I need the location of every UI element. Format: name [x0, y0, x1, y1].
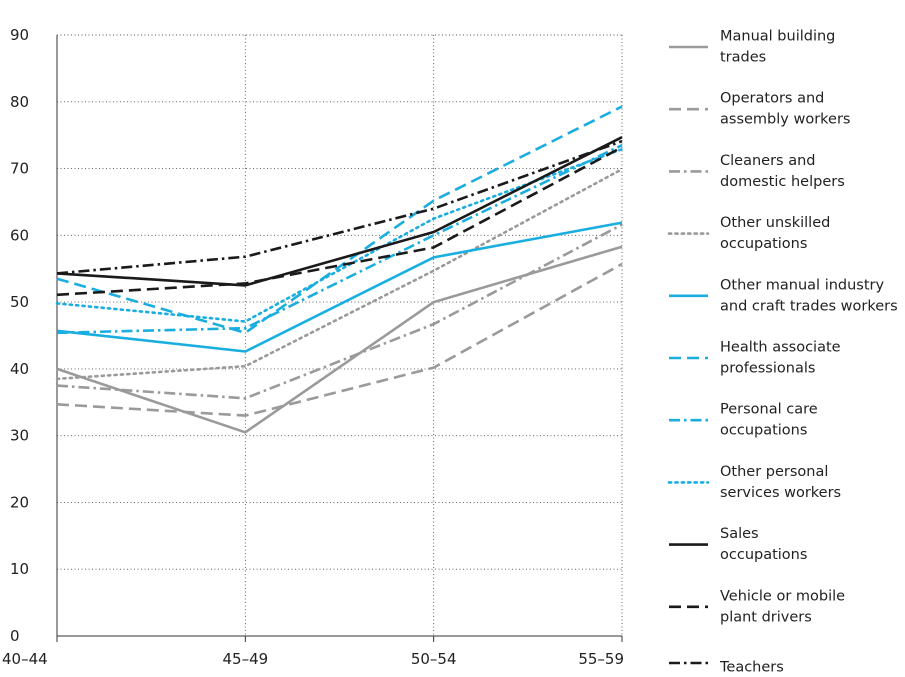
legend-label-line: Manual building [720, 29, 835, 45]
legend-label: Operators and assembly workers [720, 91, 850, 128]
legend-label-line: professionals [720, 361, 815, 377]
legend-label-line: Sales [720, 526, 759, 542]
legend-label-line: plant drivers [720, 609, 812, 625]
legend-item-3: Cleaners and domestic helpers [669, 153, 845, 190]
y-tick-label: 70 [10, 160, 29, 178]
x-tick-label: 45–49 [222, 650, 268, 668]
legend: Manual building trades Operators and assemb… [667, 29, 898, 676]
legend-item-8: Other personal services workers [667, 464, 841, 501]
series-line-2 [56, 262, 623, 417]
x-tick-label: 55–59 [578, 650, 624, 668]
legend-item-6: Health associate professionals [669, 340, 841, 377]
legend-label: Sales occupations [720, 526, 807, 563]
series-line-7 [56, 144, 623, 335]
legend-label: Health associate professionals [720, 340, 841, 377]
y-tick-label: 30 [10, 427, 29, 445]
legend-item-7: Personal care occupations [669, 402, 818, 439]
legend-label-line: Vehicle or mobile [720, 588, 845, 604]
legend-label-line: Health associate [720, 340, 841, 356]
legend-label-line: Operators and [720, 91, 824, 107]
legend-label-line: domestic helpers [720, 174, 845, 190]
series-line-9 [56, 136, 623, 287]
legend-item-9: Sales occupations [669, 526, 807, 563]
series-line-10 [56, 146, 623, 297]
series-line-8 [55, 147, 624, 323]
legend-label-line: Other unskilled [720, 215, 830, 231]
y-tick-label: 90 [10, 26, 29, 44]
series-line-6 [56, 105, 623, 335]
legend-label: Personal care occupations [720, 402, 818, 439]
legend-label: Vehicle or mobile plant drivers [720, 588, 845, 625]
y-tick-label: 80 [10, 93, 29, 111]
legend-label: Cleaners and domestic helpers [720, 153, 845, 190]
legend-label: Other manual industry and craft trades wo… [720, 277, 898, 314]
y-tick-label: 50 [10, 293, 29, 311]
series-line-3 [56, 223, 623, 400]
legend-item-2: Operators and assembly workers [669, 91, 850, 128]
legend-label: Other unskilled occupations [720, 215, 830, 252]
legend-label: Manual building trades [720, 29, 835, 66]
series-line-5 [56, 221, 623, 353]
legend-label-line: assembly workers [720, 112, 850, 128]
legend-label-line: services workers [720, 485, 841, 501]
y-tick-label: 0 [10, 627, 20, 645]
y-tick-label: 10 [10, 560, 29, 578]
legend-label-line: Teachers [719, 660, 784, 676]
legend-label-line: occupations [720, 423, 807, 439]
legend-label-line: occupations [720, 547, 807, 563]
legend-label: Other personal services workers [720, 464, 841, 501]
legend-item-10: Vehicle or mobile plant drivers [669, 588, 845, 625]
series-lines [55, 105, 624, 434]
x-tick-label: 50–54 [411, 650, 457, 668]
grid [57, 34, 623, 636]
legend-label-line: Personal care [720, 402, 818, 418]
legend-label-line: and craft trades workers [720, 298, 898, 314]
legend-label-line: Other manual industry [720, 277, 885, 293]
y-tick-label: 60 [10, 226, 29, 244]
legend-item-11: Teachers [669, 660, 784, 676]
y-tick-label: 20 [10, 493, 29, 511]
legend-item-1: Manual building trades [669, 29, 835, 66]
legend-label-line: Other personal [720, 464, 828, 480]
axes: 0 10 20 30 40 50 60 70 80 90 40–44 45–49 50–54 55–59 [2, 26, 624, 668]
legend-label: Teachers [719, 660, 784, 676]
legend-item-5: Other manual industry and craft trades wo… [669, 277, 898, 314]
legend-label-line: Cleaners and [720, 153, 815, 169]
legend-label-line: trades [720, 50, 766, 66]
legend-item-4: Other unskilled occupations [667, 215, 830, 252]
series-line-4 [55, 167, 624, 381]
legend-label-line: occupations [720, 236, 807, 252]
series-line-11 [56, 139, 623, 275]
y-tick-label: 40 [10, 360, 29, 378]
x-tick-label: 40–44 [2, 650, 48, 668]
